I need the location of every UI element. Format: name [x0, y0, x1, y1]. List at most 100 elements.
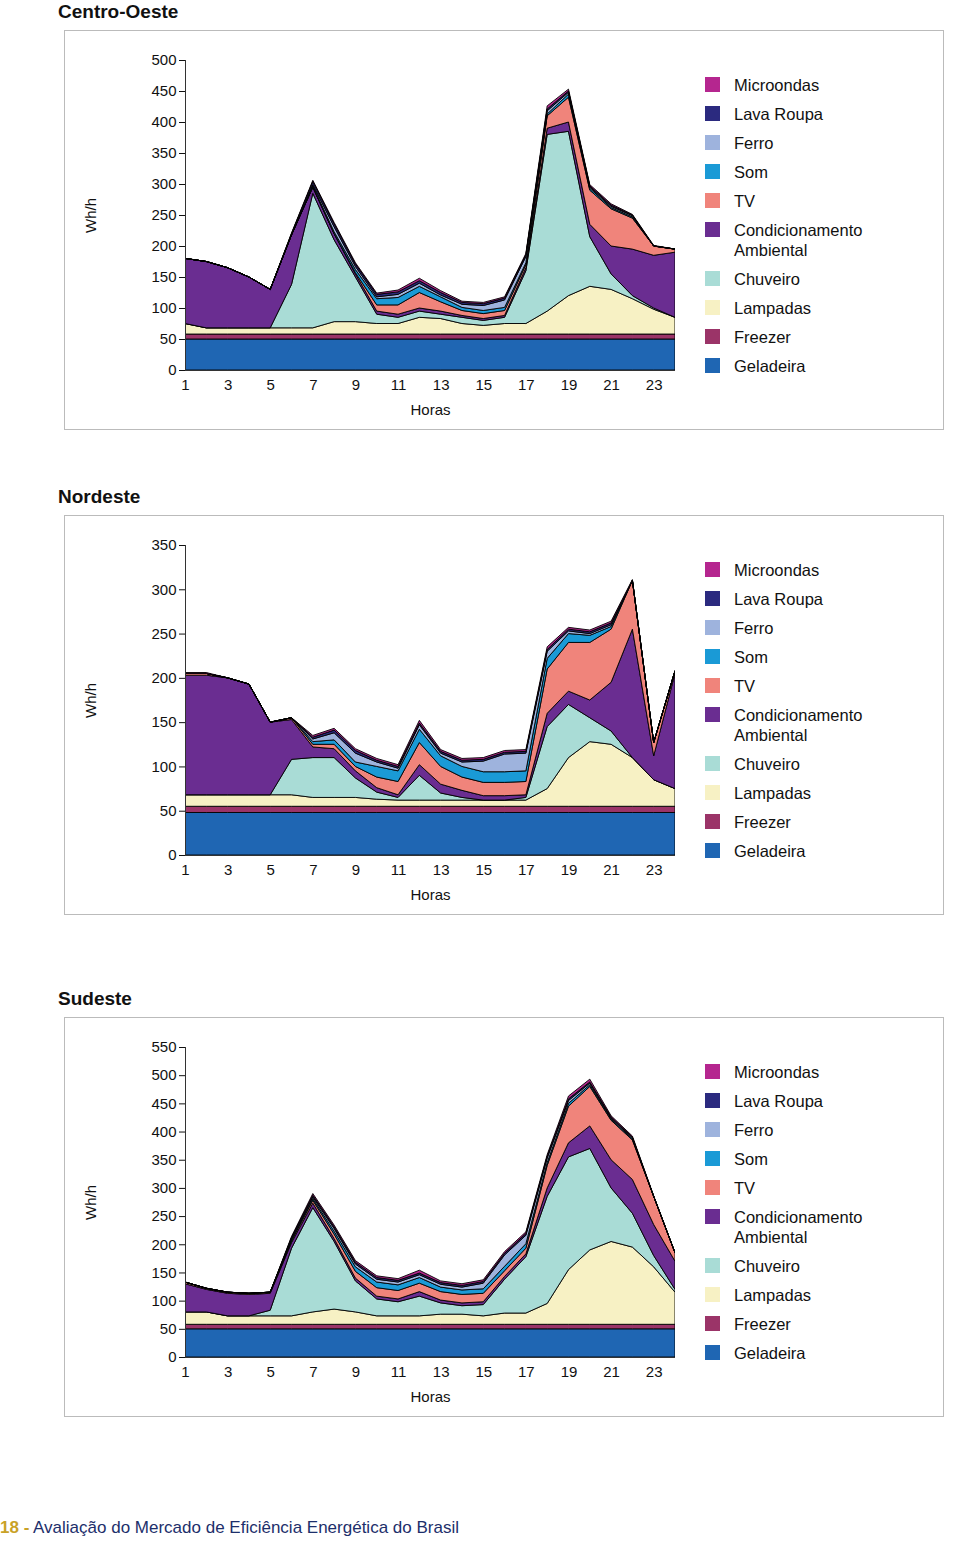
svg-text:100: 100: [151, 299, 176, 316]
svg-text:200: 200: [151, 669, 176, 686]
html-text:Som: Som: [734, 163, 768, 181]
html-text:Ferro: Ferro: [734, 619, 774, 637]
svg-text:250: 250: [151, 625, 176, 642]
svg-text:350: 350: [151, 536, 176, 553]
svg-text:0: 0: [168, 1348, 176, 1365]
svg-text:Wh/h: Wh/h: [82, 198, 99, 233]
html-text:Geladeira: Geladeira: [734, 842, 806, 860]
svg-text:7: 7: [309, 376, 317, 393]
svg-text:21: 21: [603, 1363, 620, 1380]
svg-text:13: 13: [433, 861, 450, 878]
html-text:Centro-Oeste: Centro-Oeste: [58, 1, 179, 22]
svg-text:3: 3: [224, 861, 232, 878]
html-text:Freezer: Freezer: [734, 328, 791, 346]
svg-text:Horas: Horas: [410, 401, 450, 418]
svg-text:17: 17: [518, 1363, 535, 1380]
svg-text:Wh/h: Wh/h: [82, 1185, 99, 1220]
svg-text:9: 9: [352, 1363, 360, 1380]
svg-text:11: 11: [391, 861, 407, 878]
svg-text:15: 15: [475, 1363, 492, 1380]
svg-text:19: 19: [561, 1363, 578, 1380]
svg-text:1: 1: [181, 1363, 189, 1380]
svg-text:Horas: Horas: [410, 1388, 450, 1405]
html-text:Freezer: Freezer: [734, 813, 791, 831]
svg-text:1: 1: [181, 376, 189, 393]
html-text:18 - Avaliação do Mercado de E: 18 - Avaliação do Mercado de Eficiência …: [0, 1518, 459, 1537]
html-text:Chuveiro: Chuveiro: [734, 755, 800, 773]
html-text:Lampadas: Lampadas: [734, 299, 812, 317]
svg-text:450: 450: [151, 1095, 176, 1112]
svg-text:9: 9: [352, 376, 360, 393]
svg-text:450: 450: [151, 82, 176, 99]
svg-text:3: 3: [224, 1363, 232, 1380]
html-text:Lava Roupa: Lava Roupa: [734, 590, 823, 608]
svg-text:19: 19: [561, 861, 578, 878]
html-text:Condicionamento Ambiental: Condicionamento Ambiental: [734, 221, 863, 259]
svg-text:350: 350: [151, 1151, 176, 1168]
svg-text:21: 21: [603, 861, 620, 878]
svg-text:23: 23: [646, 376, 663, 393]
svg-text:7: 7: [309, 1363, 317, 1380]
svg-text:17: 17: [518, 861, 535, 878]
svg-text:5: 5: [267, 861, 275, 878]
svg-text:100: 100: [151, 1292, 176, 1309]
svg-text:5: 5: [267, 1363, 275, 1380]
svg-text:23: 23: [646, 861, 663, 878]
html-text:Lava Roupa: Lava Roupa: [734, 1092, 823, 1110]
html-text:Nordeste: Nordeste: [58, 486, 141, 507]
svg-text:7: 7: [309, 861, 317, 878]
html-text:Condicionamento Ambiental: Condicionamento Ambiental: [734, 1208, 863, 1246]
svg-text:300: 300: [151, 581, 176, 598]
svg-text:21: 21: [603, 376, 620, 393]
html-text:Chuveiro: Chuveiro: [734, 270, 800, 288]
svg-text:200: 200: [151, 1236, 176, 1253]
svg-text:550: 550: [151, 1038, 176, 1055]
svg-text:250: 250: [151, 1207, 176, 1224]
svg-text:150: 150: [151, 713, 176, 730]
svg-text:50: 50: [160, 330, 177, 347]
svg-text:250: 250: [151, 206, 176, 223]
html-text:Sudeste: Sudeste: [58, 988, 132, 1009]
svg-text:150: 150: [151, 1264, 176, 1281]
svg-text:5: 5: [267, 376, 275, 393]
svg-text:11: 11: [391, 376, 407, 393]
svg-text:15: 15: [475, 861, 492, 878]
svg-text:9: 9: [352, 861, 360, 878]
svg-text:19: 19: [561, 376, 578, 393]
svg-text:100: 100: [151, 758, 176, 775]
html-text:Lava Roupa: Lava Roupa: [734, 105, 823, 123]
svg-text:50: 50: [160, 802, 177, 819]
svg-text:0: 0: [168, 361, 176, 378]
svg-text:23: 23: [646, 1363, 663, 1380]
html-text:Microondas: Microondas: [734, 76, 820, 94]
svg-text:400: 400: [151, 113, 176, 130]
svg-text:500: 500: [151, 51, 176, 68]
svg-text:17: 17: [518, 376, 535, 393]
svg-text:350: 350: [151, 144, 176, 161]
html-text:Microondas: Microondas: [734, 1063, 820, 1081]
svg-text:300: 300: [151, 1179, 176, 1196]
svg-text:1: 1: [181, 861, 189, 878]
svg-text:Horas: Horas: [410, 886, 450, 903]
html-text:Geladeira: Geladeira: [734, 357, 806, 375]
svg-text:15: 15: [475, 376, 492, 393]
svg-text:3: 3: [224, 376, 232, 393]
svg-text:500: 500: [151, 1066, 176, 1083]
svg-text:300: 300: [151, 175, 176, 192]
html-text:TV: TV: [734, 192, 756, 210]
html-text:Ferro: Ferro: [734, 134, 774, 152]
svg-text:13: 13: [433, 376, 450, 393]
html-text:Microondas: Microondas: [734, 561, 820, 579]
svg-text:150: 150: [151, 268, 176, 285]
svg-text:50: 50: [160, 1320, 177, 1337]
svg-text:11: 11: [391, 1363, 407, 1380]
svg-text:400: 400: [151, 1123, 176, 1140]
svg-text:13: 13: [433, 1363, 450, 1380]
html-text:Som: Som: [734, 648, 768, 666]
svg-text:Wh/h: Wh/h: [82, 683, 99, 718]
svg-text:0: 0: [168, 846, 176, 863]
html-text:Condicionamento Ambiental: Condicionamento Ambiental: [734, 706, 863, 744]
svg-text:200: 200: [151, 237, 176, 254]
html-text:TV: TV: [734, 677, 756, 695]
html-text:Lampadas: Lampadas: [734, 784, 812, 802]
